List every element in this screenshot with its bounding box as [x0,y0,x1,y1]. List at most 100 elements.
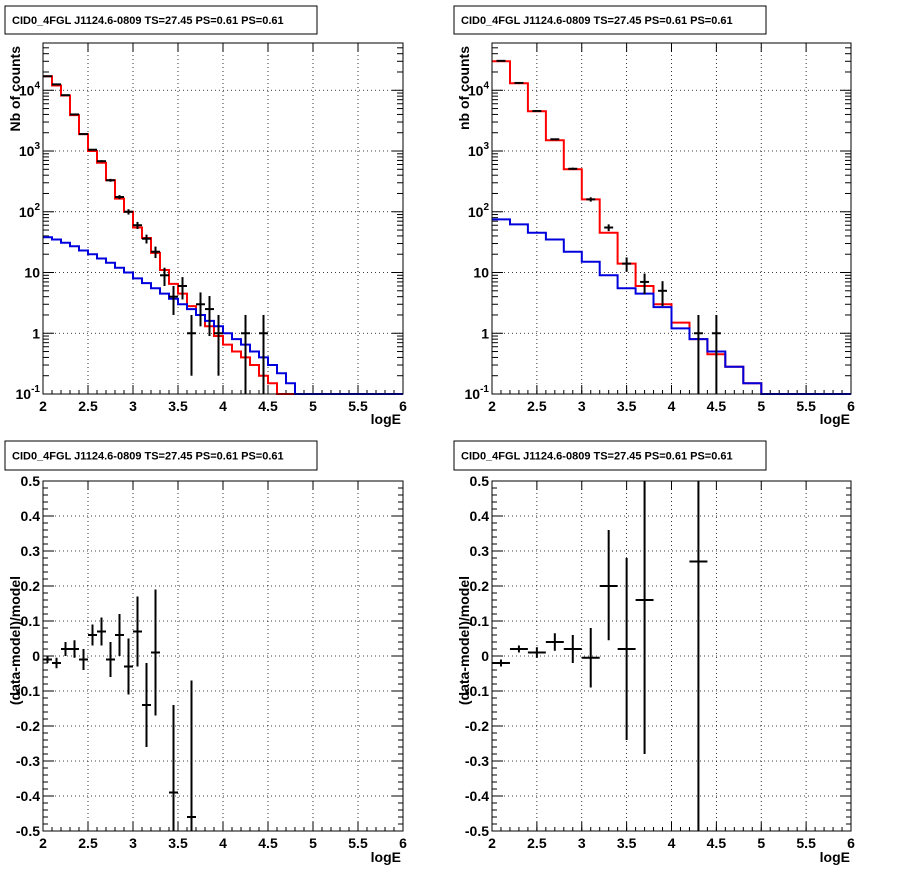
x-tick-label: 5 [309,835,317,851]
chart-title: CID0_4FGL J1124.6-0809 TS=27.45 PS=0.61 … [12,15,284,27]
data-point [241,314,250,394]
x-tick-label: 4 [219,398,227,414]
data-point [70,640,79,658]
data-point [214,314,223,376]
x-tick-label: 4.5 [258,835,278,851]
x-tick-label: 2.5 [78,398,98,414]
data-point [115,195,124,200]
y-tick-label: 10-1 [16,384,41,402]
data-point [550,138,560,141]
data-point [532,110,542,113]
x-tick-label: 5.5 [796,835,816,851]
y-tick-label: 0.3 [470,543,490,559]
data-point [70,113,79,116]
y-tick-label: -0.3 [16,753,40,769]
x-tick-label: 3 [129,835,137,851]
y-tick-label: 102 [468,202,490,220]
y-tick-exponent: -1 [480,384,489,395]
y-tick-label: 0.3 [21,543,41,559]
x-tick-label: 5.5 [796,398,816,414]
x-tick-label: 2 [488,398,496,414]
plot-frame [42,480,404,832]
x-axis-label: logE [371,849,401,865]
x-tick-label: 5 [309,398,317,414]
data-point [61,94,70,97]
y-axis-label: (data-model)/model [456,576,472,705]
data-point [106,178,115,182]
data-point [205,296,214,337]
data-point [658,281,668,307]
data-point [604,224,614,232]
x-tick-label: 6 [847,835,855,851]
data-point [259,314,268,394]
data-point [142,663,151,747]
y-tick-exponent: -1 [31,384,40,395]
y-tick-label: 10-1 [465,384,490,402]
data-point [52,657,61,669]
y-tick-label: 0.2 [21,578,41,594]
y-tick-label: 0.5 [21,473,41,489]
y-tick-label: 0 [32,648,40,664]
x-tick-label: 2.5 [527,835,547,851]
x-tick-label: 5 [757,835,765,851]
data-point [97,160,106,163]
y-tick-label: 10 [473,265,489,281]
y-tick-exponent: 3 [483,141,489,152]
chart-panel-3: CID0_4FGL J1124.6-0809 TS=27.45 PS=0.61 … [4,440,407,865]
data-point [88,148,97,151]
chart-panel-2: CID0_4FGL J1124.6-0809 TS=27.45 PS=0.61 … [453,5,855,427]
plot-frame [491,480,852,832]
plot-frame [491,42,852,395]
title-box [453,5,767,35]
chart-title: CID0_4FGL J1124.6-0809 TS=27.45 PS=0.61 … [461,15,733,27]
data-point [61,642,70,656]
data-point [97,617,106,646]
data-point [509,645,528,653]
data-point [124,209,133,215]
data-point [635,481,654,754]
y-tick-exponent: 4 [34,80,40,91]
x-tick-label: 3.5 [617,835,637,851]
x-tick-label: 4 [219,835,227,851]
data-point [568,167,578,170]
x-tick-label: 3 [578,835,586,851]
data-point [599,530,618,641]
y-axis-label: (data-model)/model [7,576,23,705]
y-tick-exponent: 3 [34,141,40,152]
data-point [563,635,582,663]
data-point [142,234,151,244]
x-tick-label: 2.5 [78,835,98,851]
x-tick-label: 4 [668,835,676,851]
title-box [4,440,318,471]
y-tick-label: 0.5 [470,473,490,489]
x-tick-label: 5.5 [348,835,368,851]
data-point [43,656,52,663]
y-tick-label: -0.2 [465,718,489,734]
y-tick-label: 1 [32,325,40,341]
x-tick-label: 2.5 [527,398,547,414]
x-tick-label: 3 [578,398,586,414]
data-point [640,273,650,295]
y-tick-exponent: 2 [34,202,40,213]
chart-title: CID0_4FGL J1124.6-0809 TS=27.45 PS=0.61 … [461,451,733,463]
y-tick-label: -0.4 [16,788,40,804]
data-point [581,628,600,688]
x-tick-label: 2 [488,835,496,851]
data-point [151,246,160,259]
data-point [133,221,142,230]
chart-panel-1: CID0_4FGL J1124.6-0809 TS=27.45 PS=0.61 … [4,5,407,427]
x-tick-label: 6 [847,398,855,414]
x-tick-label: 4.5 [258,398,278,414]
y-tick-label: -0.5 [465,823,489,839]
x-tick-label: 3.5 [617,398,637,414]
title-box [4,5,318,35]
data-point [151,589,160,716]
y-tick-label: 0.4 [470,508,490,524]
series-line-blue [492,218,851,395]
data-point [106,642,115,677]
data-point [693,314,703,394]
data-point [622,257,632,272]
y-tick-label: 10 [24,265,40,281]
data-point [178,277,187,300]
